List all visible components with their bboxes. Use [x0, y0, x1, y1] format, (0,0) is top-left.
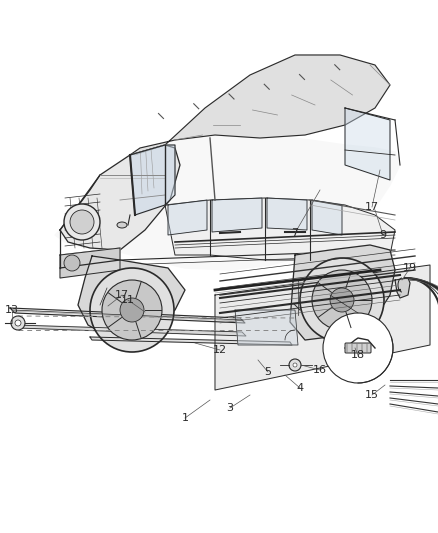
Polygon shape — [90, 337, 292, 345]
Polygon shape — [290, 245, 395, 340]
Polygon shape — [235, 310, 298, 345]
Polygon shape — [60, 248, 120, 278]
Circle shape — [293, 363, 297, 367]
Text: 19: 19 — [403, 263, 417, 273]
Polygon shape — [10, 308, 245, 323]
Text: 11: 11 — [121, 295, 135, 305]
Ellipse shape — [117, 222, 127, 228]
Circle shape — [289, 359, 301, 371]
Text: 18: 18 — [351, 350, 365, 360]
Circle shape — [11, 316, 25, 330]
Polygon shape — [130, 145, 175, 215]
Text: 5: 5 — [265, 367, 272, 377]
Polygon shape — [60, 145, 180, 250]
Circle shape — [323, 313, 393, 383]
Polygon shape — [345, 108, 390, 180]
Text: 9: 9 — [379, 230, 387, 240]
Text: 13: 13 — [5, 305, 19, 315]
Circle shape — [90, 268, 174, 352]
Polygon shape — [267, 198, 307, 230]
Text: 3: 3 — [226, 403, 233, 413]
Text: 17: 17 — [115, 290, 129, 300]
Polygon shape — [130, 55, 390, 155]
Polygon shape — [55, 135, 400, 270]
Text: 4: 4 — [297, 383, 304, 393]
Circle shape — [70, 210, 94, 234]
Circle shape — [120, 298, 144, 322]
Polygon shape — [215, 265, 430, 390]
Polygon shape — [78, 256, 185, 340]
Polygon shape — [395, 278, 410, 298]
Circle shape — [102, 280, 162, 340]
Text: 15: 15 — [365, 390, 379, 400]
Polygon shape — [312, 200, 342, 235]
FancyBboxPatch shape — [345, 343, 371, 353]
Circle shape — [64, 204, 100, 240]
Circle shape — [300, 258, 384, 342]
Polygon shape — [212, 198, 262, 232]
Text: 17: 17 — [365, 202, 379, 212]
Text: 7: 7 — [291, 228, 299, 238]
Circle shape — [64, 255, 80, 271]
Polygon shape — [165, 198, 395, 265]
Text: 1: 1 — [181, 413, 188, 423]
Circle shape — [330, 288, 354, 312]
Circle shape — [15, 320, 21, 326]
Circle shape — [312, 270, 372, 330]
Polygon shape — [168, 200, 207, 235]
Polygon shape — [15, 325, 246, 336]
Text: 16: 16 — [313, 365, 327, 375]
Text: 12: 12 — [213, 345, 227, 355]
